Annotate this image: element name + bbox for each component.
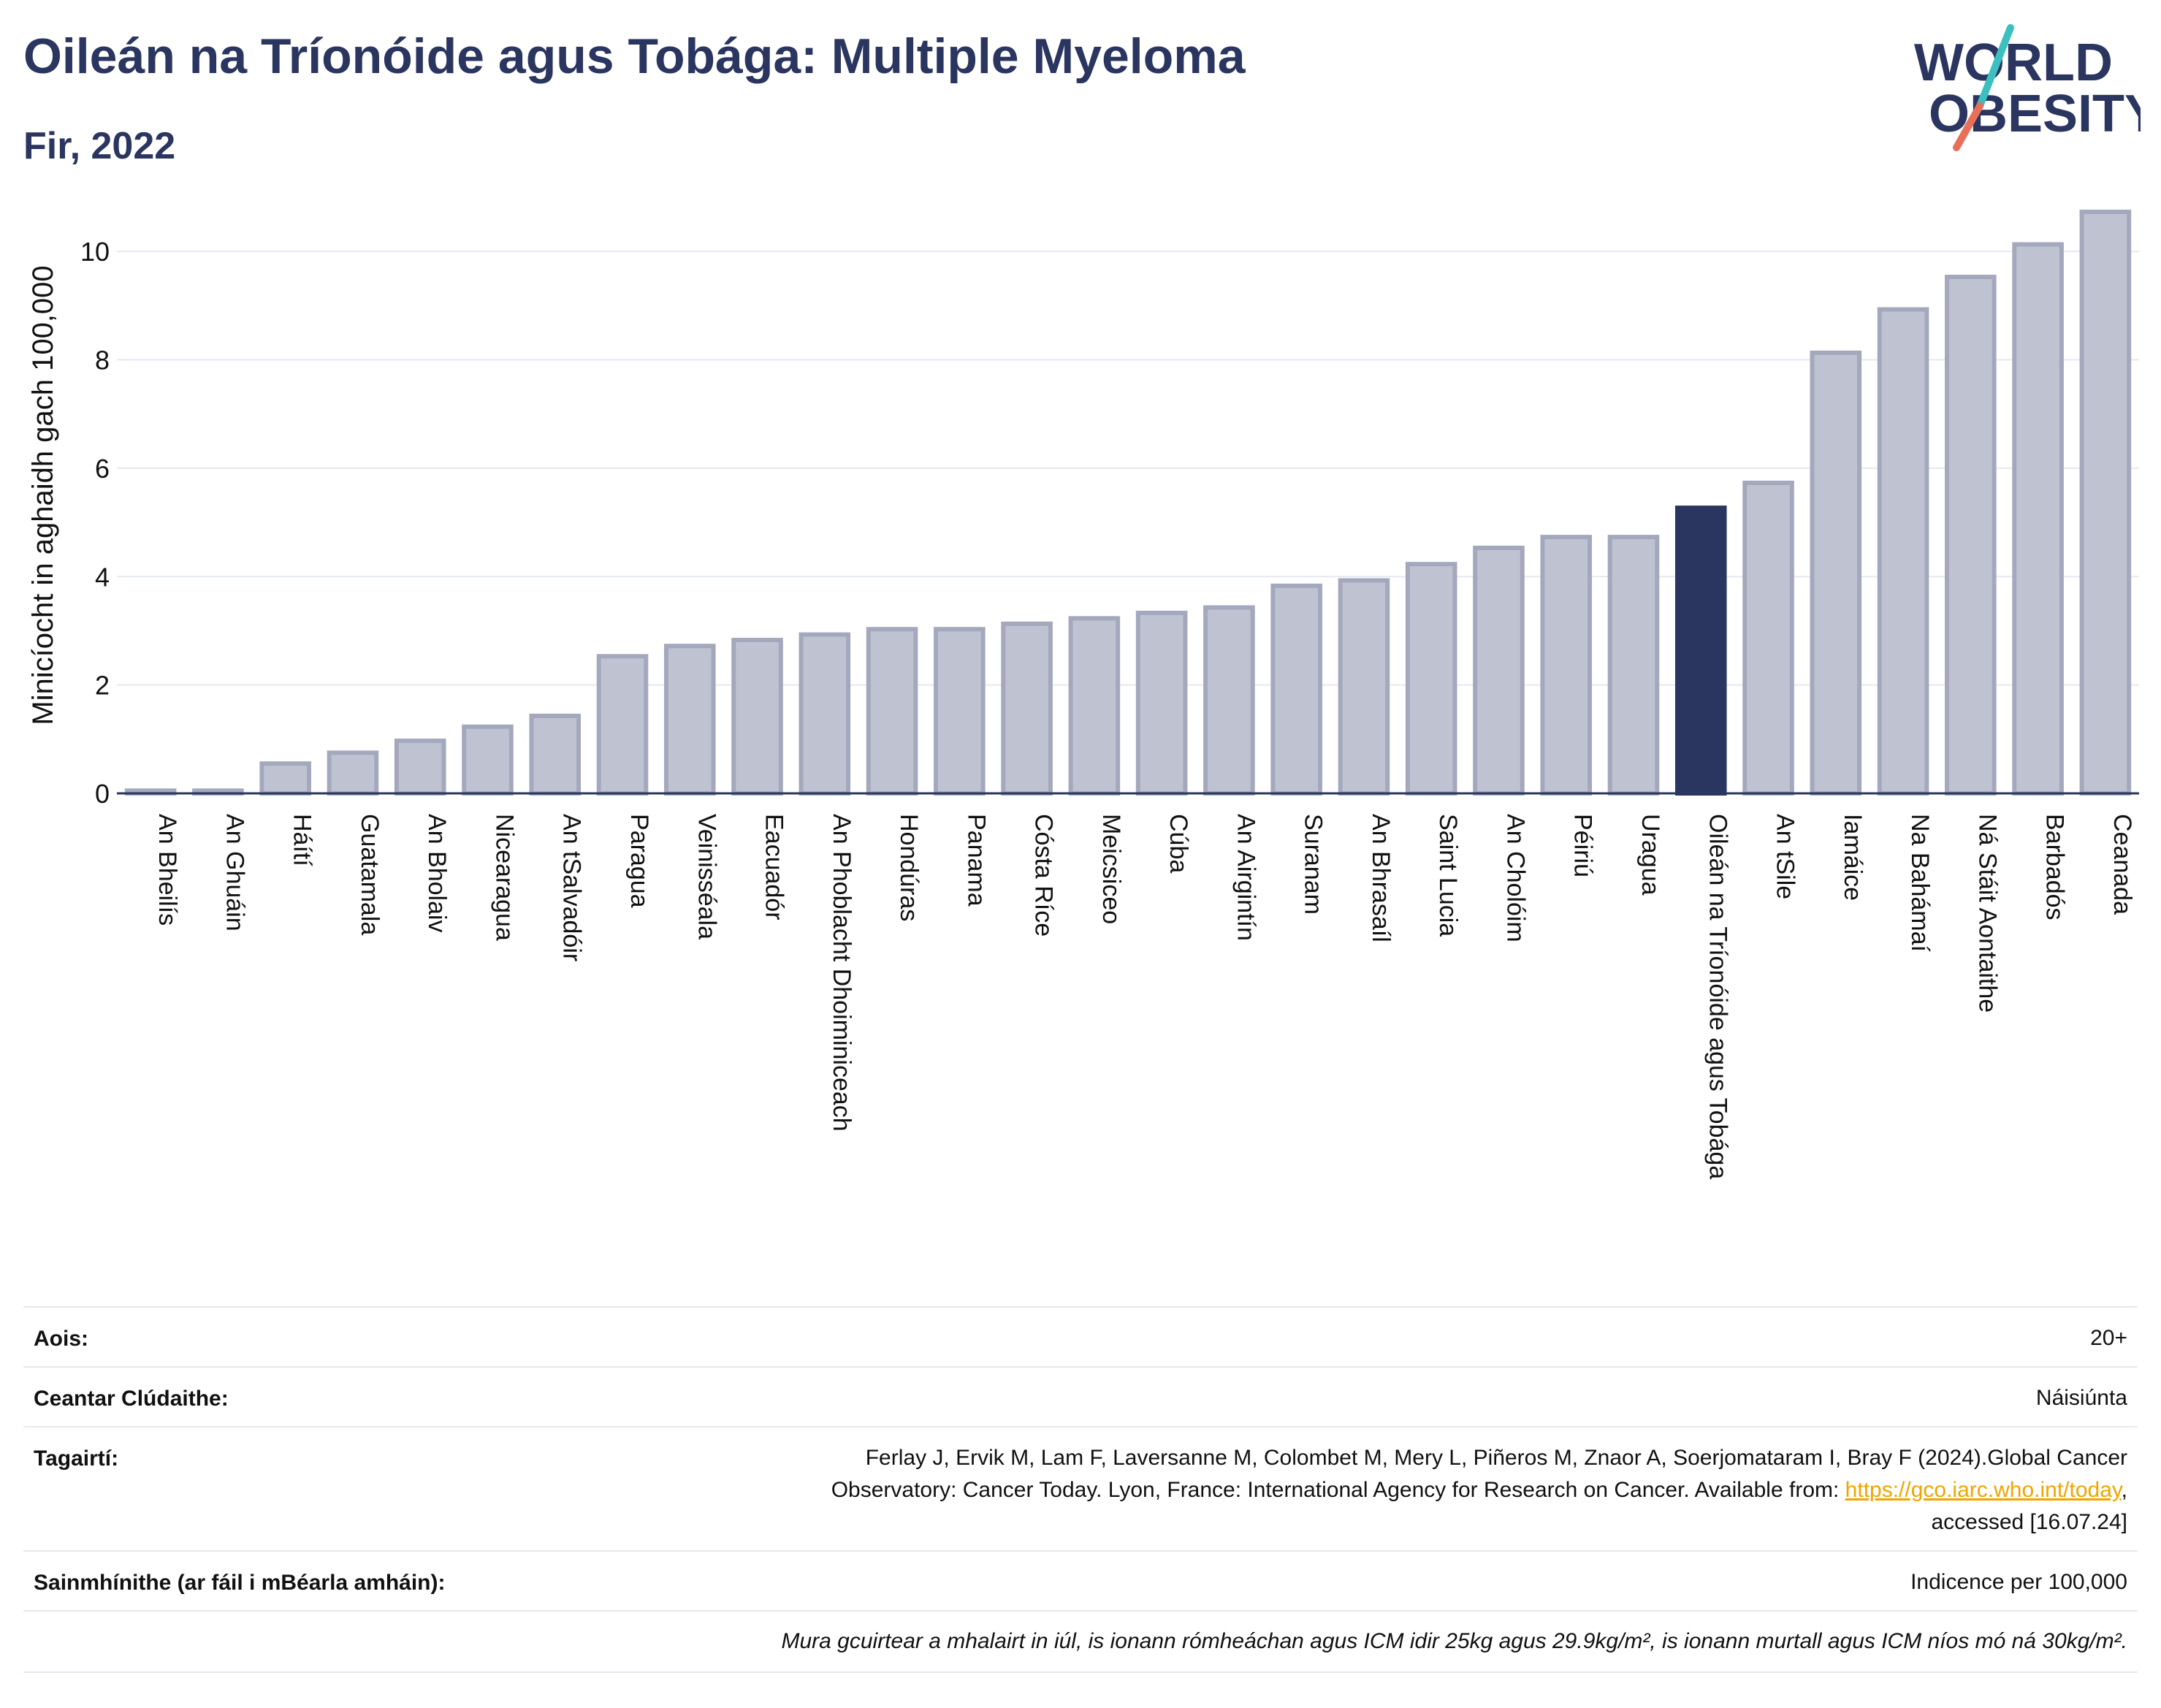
bar	[2079, 210, 2132, 796]
reference-line-2: Observatory: Cancer Today. Lyon, France:…	[831, 1474, 2127, 1506]
x-tick-label: Péiriú	[1569, 814, 1597, 877]
logo-slash-red	[1953, 102, 1983, 151]
reference-line-2-text: Observatory: Cancer Today. Lyon, France:…	[831, 1478, 1845, 1502]
x-tick-label: Guatamala	[356, 814, 384, 935]
age-value: 20+	[2090, 1326, 2127, 1350]
bar	[866, 627, 918, 796]
bar	[462, 724, 514, 796]
bar	[1405, 562, 1457, 796]
bar	[529, 713, 582, 796]
logo-slash-teal	[1976, 24, 2014, 110]
x-tick-label: Iamáice	[1839, 814, 1867, 901]
x-tick-label: Veinisséala	[693, 814, 720, 939]
x-tick-label: Ná Stáit Aontaithe	[1973, 814, 2001, 1013]
age-label: Aois:	[34, 1327, 88, 1351]
y-axis-label: Minicíocht in aghaidh gach 100,000	[27, 265, 59, 725]
definitions-value: Indicence per 100,000	[1910, 1570, 2127, 1594]
world-obesity-logo: WORLD OBESITY	[1914, 24, 2141, 151]
x-tick-label: Meicsiceo	[1097, 814, 1125, 924]
y-tick-label: 4	[95, 562, 110, 592]
reference-line-1: Ferlay J, Ervik M, Lam F, Laversanne M, …	[865, 1446, 2127, 1470]
meta-row-references: Tagairtí: Ferlay J, Ervik M, Lam F, Lave…	[23, 1426, 2138, 1552]
bar	[799, 632, 851, 796]
bar	[394, 739, 446, 796]
x-tick-label: Hondúras	[895, 814, 923, 921]
y-tick-label: 0	[95, 779, 110, 809]
footnote: Mura gcuirtear a mhalairt in iúl, is ion…	[781, 1629, 2127, 1653]
reference-line-2-end: ,	[2121, 1478, 2127, 1502]
x-tick-label: An Bheilís	[153, 814, 181, 926]
x-tick-label: An Phoblacht Dhoiminiceach	[828, 814, 855, 1132]
x-tick-label: Oileán na Tríonóide agus Tobága	[1704, 814, 1731, 1179]
bar	[1810, 350, 1862, 796]
y-tick-label: 2	[95, 671, 110, 701]
bars-layer	[124, 210, 2132, 796]
reference-line-3: accessed [16.07.24]	[1931, 1510, 2127, 1534]
x-tick-label: Paragua	[625, 814, 653, 908]
y-tick-label: 8	[95, 346, 110, 375]
area-value: Náisiúnta	[2035, 1386, 2127, 1410]
meta-row-definitions: Sainmhínithe (ar fáil i mBéarla amháin):…	[23, 1550, 2138, 1612]
x-tick-label: Panama	[962, 814, 990, 907]
bar	[1674, 506, 1727, 796]
x-tick-label: An tSile	[1772, 814, 1799, 899]
area-label: Ceantar Clúdaithe:	[34, 1387, 229, 1411]
x-tick-label: Háítí	[289, 814, 316, 866]
x-tick-label: An Airgintín	[1232, 814, 1259, 941]
bar	[1945, 275, 1997, 796]
bar	[1338, 578, 1390, 796]
bar	[327, 750, 379, 796]
x-tick-label: An tSalvadóir	[558, 814, 586, 961]
bar	[1270, 583, 1322, 796]
x-tick-label: Saint Lucia	[1434, 814, 1462, 937]
x-tick-label: An Cholóim	[1501, 814, 1529, 942]
y-tick-label: 10	[80, 237, 110, 267]
bar	[1473, 545, 1525, 796]
logo-text-world: WORLD	[1914, 34, 2113, 92]
x-tick-label: Uragua	[1636, 814, 1664, 896]
bar	[1001, 621, 1053, 796]
x-tick-label: Nicearagua	[490, 814, 518, 941]
bar	[1203, 605, 1255, 796]
bar	[1742, 480, 1794, 796]
meta-row-area: Ceantar Clúdaithe: Náisiúnta	[23, 1366, 2138, 1427]
x-tick-label: Suranam	[1300, 814, 1327, 915]
x-tick-label: An Bholaiv	[423, 814, 451, 933]
x-tick-label: Cúba	[1165, 814, 1192, 873]
page-subtitle: Fir, 2022	[23, 125, 176, 167]
page-title: Oileán na Tríonóide agus Tobága: Multipl…	[23, 28, 1246, 84]
meta-row-age: Aois: 20+	[23, 1306, 2138, 1368]
bar	[663, 644, 716, 796]
bar	[934, 627, 986, 796]
x-tick-label: Ceanada	[2108, 814, 2136, 915]
references-label: Tagairtí:	[34, 1446, 119, 1471]
reference-link[interactable]: https://gco.iarc.who.int/today	[1845, 1478, 2122, 1502]
bar	[596, 654, 649, 796]
bar	[731, 638, 783, 796]
x-tick-label: Eacuadór	[761, 814, 788, 920]
bar-chart: 0 2 4 6 8 10 An Bheilís An Ghuáin Háítí Guatamala…	[27, 210, 2139, 1179]
meta-row-footnote: Mura gcuirtear a mhalairt in iúl, is ion…	[23, 1610, 2138, 1673]
bar	[1540, 535, 1593, 796]
references-value: Ferlay J, Ervik M, Lam F, Laversanne M, …	[831, 1442, 2127, 1539]
bar	[259, 761, 311, 796]
bar	[2012, 242, 2064, 796]
labels-layer: 0 2 4 6 8 10 An Bheilís An Ghuáin Háítí Guatamala…	[80, 237, 2139, 1179]
y-tick-label: 6	[95, 454, 110, 484]
x-tick-label: Cósta Ríce	[1030, 814, 1058, 937]
x-tick-label: An Ghuáin	[221, 814, 248, 931]
x-tick-label: Barbadós	[2041, 814, 2069, 920]
bar	[1135, 610, 1188, 796]
bar	[1607, 535, 1660, 796]
definitions-label: Sainmhínithe (ar fáil i mBéarla amháin):	[34, 1571, 446, 1595]
bar	[1877, 307, 1929, 796]
grid-layer	[117, 251, 2139, 686]
x-tick-label: Na Bahámaí	[1906, 814, 1934, 953]
bar	[1068, 616, 1121, 796]
x-tick-label: An Bhrasaíl	[1367, 814, 1395, 942]
